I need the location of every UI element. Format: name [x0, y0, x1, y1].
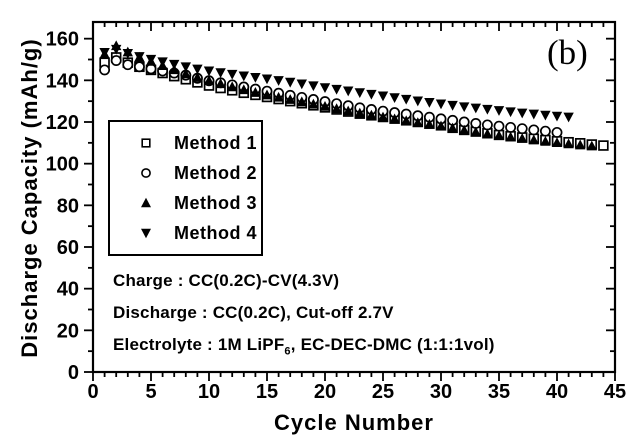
legend-box: Method 1 Method 2 Method 3 Method 4 [108, 120, 263, 256]
legend-item-method-1: Method 1 [110, 130, 261, 156]
svg-text:140: 140 [46, 70, 79, 92]
legend-label: Method 1 [174, 132, 257, 153]
svg-text:40: 40 [57, 279, 79, 301]
svg-text:60: 60 [57, 237, 79, 259]
svg-text:0: 0 [87, 381, 98, 403]
svg-text:120: 120 [46, 112, 79, 134]
svg-text:5: 5 [145, 381, 156, 403]
svg-text:20: 20 [314, 381, 336, 403]
x-axis-ticks [92, 22, 616, 381]
svg-text:35: 35 [488, 381, 510, 403]
open-square-icon [141, 138, 151, 148]
annotation-charge: Charge : CC(0.2C)-CV(4.3V) [113, 271, 340, 290]
legend-item-method-4: Method 4 [110, 220, 261, 246]
legend-label: Method 2 [174, 162, 257, 183]
plot-frame [91, 20, 617, 374]
svg-text:45: 45 [604, 381, 626, 403]
legend-label: Method 4 [174, 222, 257, 243]
y-axis-title: Discharge Capacity (mAh/g) [17, 38, 42, 358]
svg-text:10: 10 [198, 381, 220, 403]
x-tick-labels: 0 5 10 15 20 25 30 35 40 45 [87, 381, 626, 403]
open-circle-icon [141, 168, 151, 178]
annotation-electrolyte: Electrolyte : 1M LiPF6, EC-DEC-DMC (1:1:… [113, 335, 495, 357]
svg-text:100: 100 [46, 154, 79, 176]
svg-text:20: 20 [57, 320, 79, 342]
svg-text:0: 0 [68, 362, 79, 384]
svg-text:40: 40 [546, 381, 568, 403]
svg-text:80: 80 [57, 195, 79, 217]
svg-text:15: 15 [256, 381, 278, 403]
legend-item-method-3: Method 3 [110, 190, 261, 216]
legend-item-method-2: Method 2 [110, 160, 261, 186]
svg-text:25: 25 [372, 381, 394, 403]
x-axis-title: Cycle Number [274, 410, 434, 435]
filled-triangle-down-icon [141, 228, 151, 239]
y-tick-labels: 0 20 40 60 80 100 120 140 160 [46, 29, 79, 384]
filled-triangle-up-icon [141, 197, 151, 208]
panel-label: (b) [547, 33, 588, 72]
annotation-electrolyte-prefix: Electrolyte : 1M LiPF [113, 335, 285, 354]
series-method-4-points [99, 44, 574, 123]
svg-text:160: 160 [46, 29, 79, 51]
annotation-electrolyte-suffix: , EC-DEC-DMC (1:1:1vol) [290, 335, 495, 354]
y-axis-ticks [84, 37, 615, 373]
annotation-electrolyte-subscript: 6 [284, 345, 291, 358]
svg-text:30: 30 [430, 381, 452, 403]
annotation-discharge: Discharge : CC(0.2C), Cut-off 2.7V [113, 303, 394, 322]
legend-label: Method 3 [174, 192, 257, 213]
